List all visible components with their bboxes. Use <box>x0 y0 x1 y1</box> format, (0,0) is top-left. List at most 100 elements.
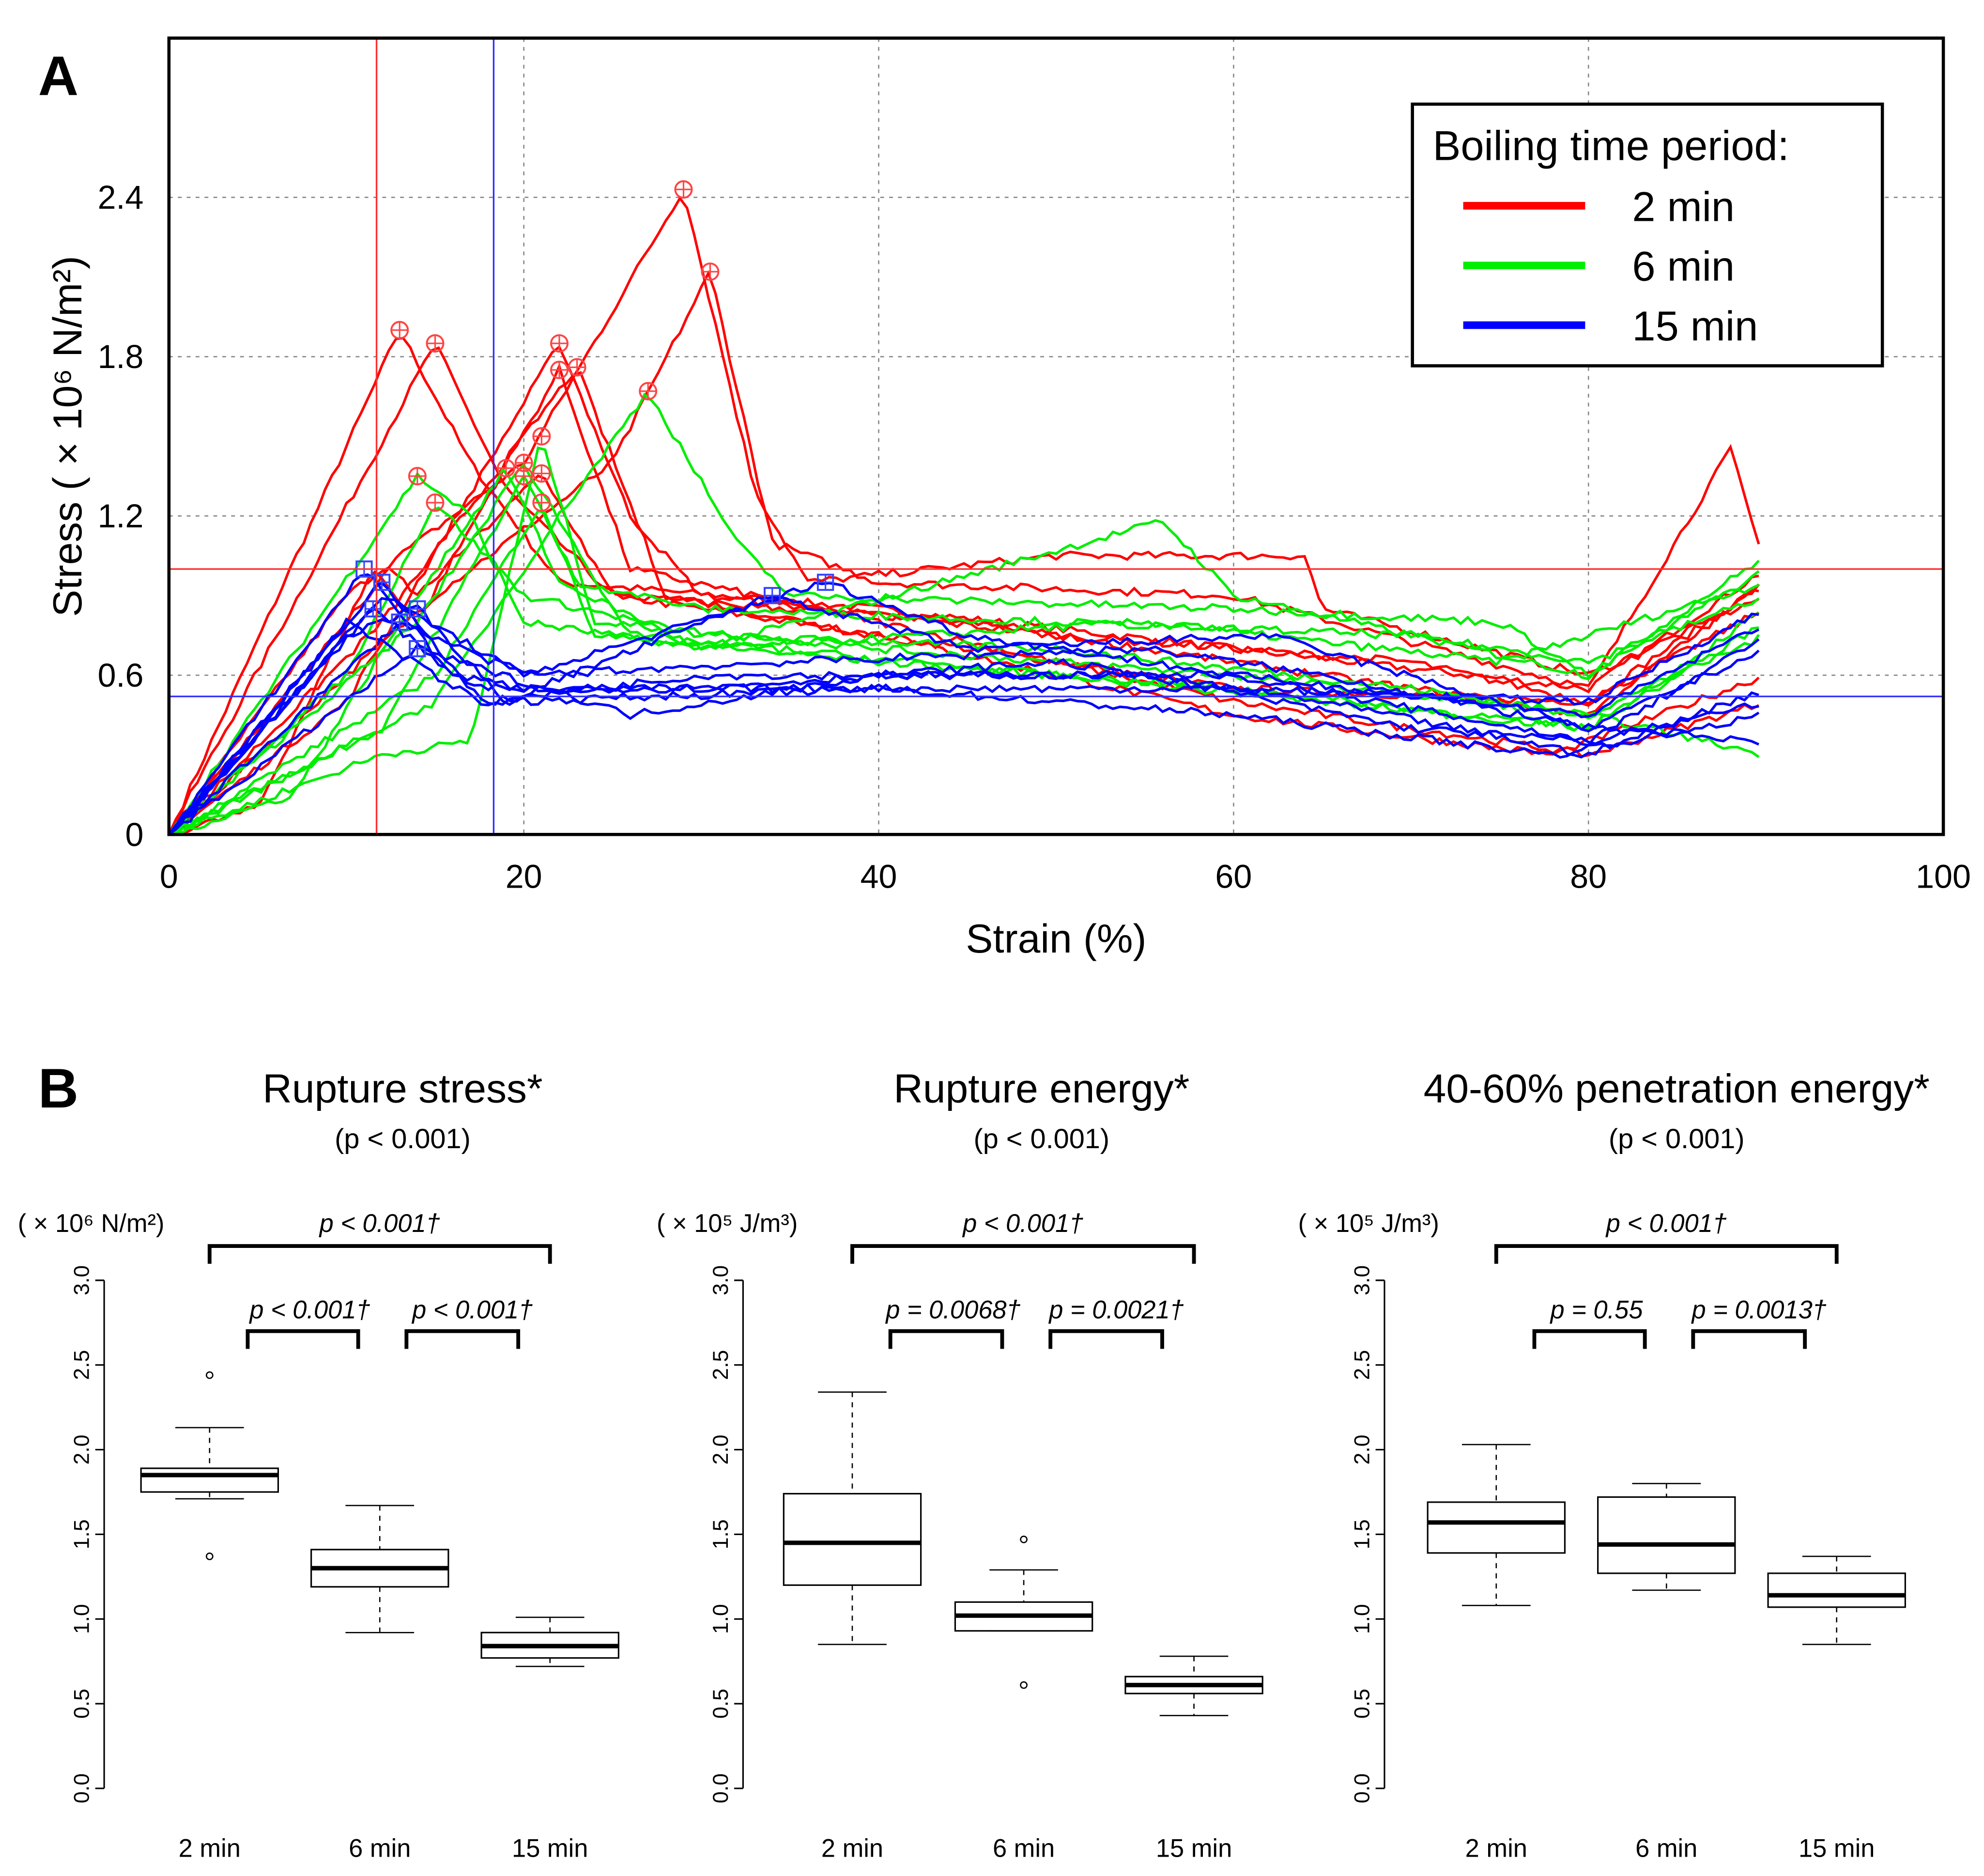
y-tick-label: 1.5 <box>709 1519 733 1549</box>
unit-label: ( × 10⁵ J/m³) <box>1298 1210 1439 1238</box>
box <box>1427 1501 1566 1554</box>
x-tick-label: 60 <box>1215 858 1252 895</box>
legend-title: Boiling time period: <box>1433 123 1789 169</box>
p-value-all: p < 0.001† <box>319 1210 440 1238</box>
box-panel: Rupture stress* (p < 0.001) ( × 10⁶ N/m²) 0… <box>18 1066 619 1863</box>
curve-2-min <box>168 345 1760 836</box>
box <box>1597 1496 1736 1574</box>
y-tick-label: 1.5 <box>70 1519 94 1549</box>
marker-cross <box>498 461 514 476</box>
y-tick-label: 1.5 <box>1350 1519 1374 1549</box>
marker-cross <box>410 468 425 484</box>
y-tick-label: 0.6 <box>98 657 144 694</box>
curve-2-min <box>168 196 1760 835</box>
curve-6-min <box>168 473 1760 836</box>
p-value-2-6: p = 0.55 <box>1550 1296 1644 1324</box>
legend: Boiling time period: 2 min 6 min 15 min <box>1411 102 1884 368</box>
rupture-marker-circle <box>674 180 693 199</box>
outlier-point <box>205 1371 214 1379</box>
x-tick-label: 80 <box>1570 858 1607 895</box>
curve-15-min <box>168 621 1760 836</box>
box-panel: 40-60% penetration energy* (p < 0.001) ( ×… <box>1298 1066 1930 1863</box>
y-tick-label: 2.4 <box>98 179 144 216</box>
rupture-marker-circle <box>639 382 658 400</box>
y-tick-label: 1.0 <box>709 1604 733 1634</box>
marker-cross <box>534 495 550 510</box>
bracket-all <box>850 1244 1196 1264</box>
marker-cross <box>534 429 550 444</box>
category-label: 15 min <box>1156 1835 1232 1863</box>
rupture-marker-circle <box>532 427 551 446</box>
marker-cross <box>392 322 407 338</box>
marker-cross <box>410 641 425 657</box>
legend-label: 15 min <box>1632 303 1758 350</box>
box-panel: Rupture energy* (p < 0.001) ( × 10⁵ J/m³) 0… <box>657 1066 1263 1863</box>
rupture-marker-circle <box>550 334 569 353</box>
y-tick-label: 2.0 <box>70 1435 94 1465</box>
rupture-marker-circle <box>426 493 445 512</box>
rupture-marker-circle <box>550 360 569 379</box>
p-value-2-6: p = 0.0068† <box>885 1296 1020 1324</box>
box-plot-subtitle: (p < 0.001) <box>1609 1123 1745 1154</box>
y-tick-label: 3.0 <box>1350 1265 1374 1295</box>
marker-cross <box>365 601 381 617</box>
rupture-marker-circle <box>497 459 516 477</box>
marker-cross <box>569 359 585 375</box>
category-label: 2 min <box>821 1835 883 1863</box>
marker-cross <box>516 455 532 471</box>
category-label: 2 min <box>1465 1835 1527 1863</box>
p-value-2-6: p < 0.001† <box>248 1296 370 1324</box>
marker-cross <box>640 384 656 399</box>
marker-cross <box>676 182 692 197</box>
y-tick-label: 0.5 <box>709 1689 733 1719</box>
curve-15-min <box>168 596 1760 835</box>
p-value-6-15: p = 0.0013† <box>1691 1296 1826 1324</box>
bracket-all <box>207 1244 552 1264</box>
curve-6-min <box>168 392 1760 836</box>
rupture-marker-circle <box>408 467 427 486</box>
marker-cross <box>702 264 718 279</box>
y-axis-label: Stress ( × 10⁶ N/m²) <box>45 256 90 617</box>
y-tick-label: 1.2 <box>98 498 144 535</box>
p-value-all: p < 0.001† <box>962 1210 1083 1238</box>
outlier-point <box>1020 1536 1028 1543</box>
box <box>140 1467 279 1493</box>
legend-label: 2 min <box>1632 184 1735 230</box>
bracket-2-6 <box>1532 1329 1647 1349</box>
box <box>783 1492 922 1586</box>
box-plot-title: Rupture energy* <box>893 1066 1189 1111</box>
y-tick-label: 2.0 <box>1350 1435 1374 1465</box>
bracket-6-15 <box>1048 1329 1164 1349</box>
y-tick-label: 1.0 <box>70 1604 94 1634</box>
bracket-6-15 <box>1691 1329 1807 1349</box>
outlier-point <box>205 1553 214 1560</box>
outlier-point <box>1020 1681 1028 1689</box>
x-tick-label: 0 <box>160 858 178 895</box>
unit-label: ( × 10⁵ J/m³) <box>657 1210 798 1238</box>
x-tick-label: 100 <box>1916 858 1971 895</box>
curve-2-min <box>168 337 1759 835</box>
y-tick-label: 0 <box>125 816 143 853</box>
y-tick-label: 0.0 <box>70 1773 94 1803</box>
y-tick-label: 2.5 <box>70 1350 94 1380</box>
box-plot-title: 40-60% penetration energy* <box>1424 1066 1930 1111</box>
marker-cross <box>817 574 833 590</box>
legend-label: 6 min <box>1632 244 1735 290</box>
rupture-marker-circle <box>532 493 551 512</box>
rupture-marker-circle <box>514 453 533 472</box>
x-tick-label: 40 <box>861 858 897 895</box>
rupture-marker-circle <box>568 358 586 377</box>
plot-frame <box>167 36 1945 836</box>
rupture-marker-circle <box>532 464 551 483</box>
box-plot-subtitle: (p < 0.001) <box>335 1123 471 1154</box>
y-tick-label: 0.0 <box>709 1773 733 1803</box>
curve-15-min <box>168 643 1759 836</box>
p-value-6-15: p < 0.001† <box>411 1296 533 1324</box>
category-label: 15 min <box>1799 1835 1875 1863</box>
box-plots: Rupture stress* (p < 0.001) ( × 10⁶ N/m²) 0… <box>18 1066 1930 1863</box>
y-tick-label: 3.0 <box>70 1265 94 1295</box>
bracket-2-6 <box>246 1329 360 1349</box>
category-label: 2 min <box>179 1835 241 1863</box>
category-label: 6 min <box>993 1835 1055 1863</box>
